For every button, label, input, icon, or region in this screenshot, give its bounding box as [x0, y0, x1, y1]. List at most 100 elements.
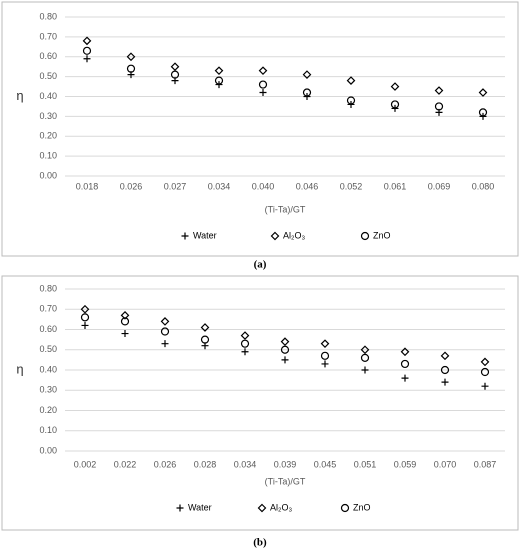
marker-plus — [181, 232, 189, 240]
panel-frame — [1, 275, 519, 531]
legend: Water Al₂O₃ ZnO — [181, 230, 391, 241]
marker-circle — [400, 359, 410, 369]
x-tick-label: 0.022 — [114, 459, 137, 469]
marker-diamond — [346, 76, 356, 85]
panel-label: (a) — [254, 259, 267, 271]
marker-diamond — [270, 231, 280, 241]
legend-label: Water — [193, 230, 217, 240]
y-tick-label: 0.10 — [39, 151, 57, 161]
marker-circle — [160, 327, 170, 336]
marker-circle — [240, 339, 250, 348]
marker-circle — [126, 64, 136, 73]
x-tick-label: 0.070 — [434, 459, 457, 469]
x-tick-label: 0.039 — [274, 459, 297, 469]
marker-diamond — [160, 317, 170, 326]
marker-plus — [81, 321, 89, 329]
marker-diamond — [257, 503, 267, 513]
x-tick-label: 0.061 — [384, 181, 407, 191]
marker-diamond — [240, 331, 250, 340]
marker-diamond — [126, 52, 136, 62]
marker-diamond — [440, 351, 450, 361]
y-tick-label: 0.80 — [39, 11, 57, 21]
y-tick-label: 0.20 — [39, 131, 57, 141]
marker-circle — [80, 313, 90, 322]
marker-diamond — [200, 323, 210, 332]
marker-diamond — [390, 82, 400, 91]
panel-frame — [1, 1, 519, 257]
marker-plus — [401, 374, 409, 382]
marker-circle — [200, 335, 210, 344]
marker-plus — [241, 348, 249, 356]
marker-circle — [120, 317, 130, 326]
y-tick-label: 0.00 — [39, 170, 57, 180]
marker-circle — [478, 108, 488, 117]
marker-plus — [281, 356, 289, 364]
x-tick-label: 0.018 — [76, 181, 99, 191]
x-tick-label: 0.080 — [472, 181, 495, 191]
marker-diamond — [434, 86, 444, 95]
y-tick-label: 0.60 — [39, 51, 57, 61]
y-tick-label: 0.20 — [39, 405, 57, 415]
y-tick-label: 0.40 — [39, 91, 57, 101]
marker-circle — [434, 102, 444, 111]
y-tick-label: 0.80 — [39, 283, 57, 293]
y-tick-label: 0.50 — [39, 71, 57, 81]
legend-label: ZnO — [353, 502, 371, 512]
marker-circle — [346, 96, 356, 105]
marker-circle — [214, 76, 224, 85]
x-tick-label: 0.087 — [474, 459, 497, 469]
marker-plus — [176, 504, 184, 512]
legend: Water Al₂O₃ ZnO — [176, 502, 371, 513]
x-tick-label: 0.034 — [208, 181, 231, 191]
y-tick-label: 0.30 — [39, 385, 57, 395]
y-tick-label: 0.00 — [39, 445, 57, 455]
legend-label: Al₂O₃ — [270, 502, 292, 512]
marker-circle — [170, 70, 180, 79]
marker-circle — [320, 351, 330, 360]
y-tick-label: 0.60 — [39, 324, 57, 334]
marker-circle — [360, 353, 370, 362]
marker-circle — [440, 365, 450, 375]
y-axis-label: η — [16, 361, 23, 376]
marker-plus — [361, 366, 369, 374]
marker-diamond — [82, 36, 92, 46]
marker-circle — [82, 46, 92, 55]
y-tick-label: 0.30 — [39, 111, 57, 121]
x-tick-label: 0.028 — [194, 459, 217, 469]
y-tick-label: 0.50 — [39, 344, 57, 354]
x-tick-label: 0.046 — [296, 181, 319, 191]
marker-diamond — [258, 66, 268, 76]
marker-circle — [360, 231, 370, 241]
y-tick-label: 0.40 — [39, 364, 57, 374]
marker-plus — [161, 340, 169, 348]
marker-diamond — [480, 357, 490, 367]
marker-diamond — [360, 345, 370, 355]
marker-diamond — [80, 304, 90, 314]
marker-diamond — [214, 66, 224, 76]
x-tick-label: 0.059 — [394, 459, 417, 469]
y-tick-label: 0.70 — [39, 31, 57, 41]
marker-plus — [481, 382, 489, 390]
x-tick-label: 0.034 — [234, 459, 257, 469]
y-tick-label: 0.70 — [39, 304, 57, 314]
marker-circle — [302, 88, 312, 97]
marker-plus — [441, 378, 449, 386]
legend-label: Al₂O₃ — [283, 230, 305, 240]
y-tick-label: 0.10 — [39, 425, 57, 435]
marker-plus — [121, 330, 129, 338]
marker-diamond — [170, 62, 180, 72]
marker-diamond — [120, 310, 130, 320]
legend-label: ZnO — [373, 230, 391, 240]
marker-circle — [340, 503, 350, 513]
x-tick-label: 0.045 — [314, 459, 337, 469]
x-tick-label: 0.052 — [340, 181, 363, 191]
x-tick-label: 0.026 — [154, 459, 177, 469]
marker-plus — [259, 89, 267, 97]
panel-label: (b) — [253, 537, 267, 549]
legend-label: Water — [188, 502, 212, 512]
x-tick-label: 0.051 — [354, 459, 377, 469]
marker-diamond — [320, 339, 330, 349]
x-tick-label: 0.027 — [164, 181, 187, 191]
marker-diamond — [280, 337, 290, 346]
